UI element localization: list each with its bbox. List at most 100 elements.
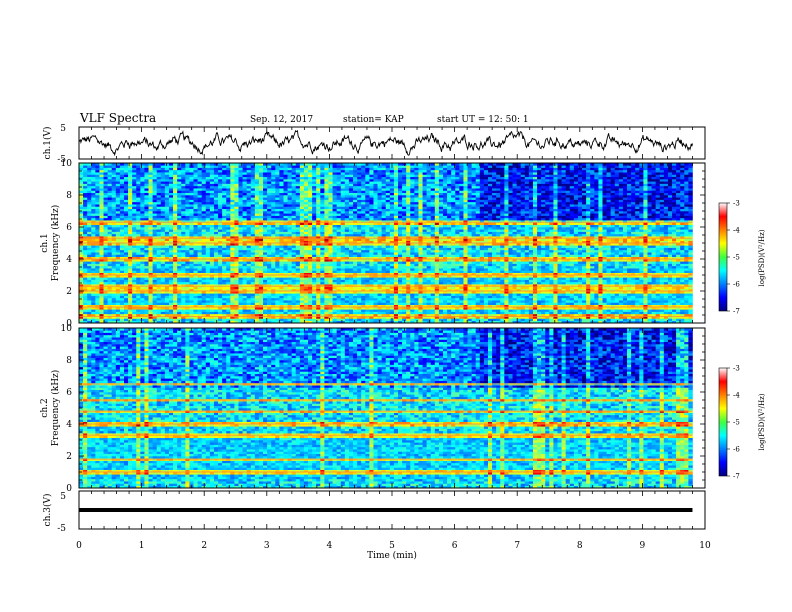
spectrogram-cell bbox=[226, 266, 230, 269]
spectrogram-cell bbox=[140, 202, 144, 205]
spectrogram-cell bbox=[275, 296, 279, 299]
spectrogram-cell bbox=[153, 181, 157, 184]
spectrogram-cell bbox=[83, 200, 87, 203]
spectrogram-cell bbox=[149, 229, 153, 232]
spectrogram-cell bbox=[112, 174, 116, 177]
spectrogram-cell bbox=[283, 181, 287, 184]
spectrogram-cell bbox=[165, 268, 169, 271]
spectrogram-cell bbox=[271, 286, 275, 289]
spectrogram-cell bbox=[165, 227, 169, 230]
spectrogram-cell bbox=[136, 302, 140, 305]
spectrogram-cell bbox=[271, 302, 275, 305]
spectrogram-cell bbox=[112, 248, 116, 251]
spectrogram-cell bbox=[300, 222, 304, 225]
spectrogram-cell bbox=[83, 296, 87, 299]
spectrogram-cell bbox=[288, 165, 292, 168]
spectrogram-cell bbox=[149, 261, 153, 264]
spectrogram-cell bbox=[124, 206, 128, 209]
spectrogram-cell bbox=[95, 229, 99, 232]
spectrogram-cell bbox=[275, 248, 279, 251]
spectrogram-cell bbox=[194, 177, 198, 180]
spectrogram-cell bbox=[210, 298, 214, 301]
spectrogram-cell bbox=[87, 225, 91, 228]
spectrogram-cell bbox=[120, 254, 124, 257]
spectrogram-cell bbox=[87, 300, 91, 303]
spectrogram-cell bbox=[189, 248, 193, 251]
spectrogram-cell bbox=[218, 216, 222, 219]
spectrogram-cell bbox=[112, 296, 116, 299]
spectrogram-cell bbox=[161, 209, 165, 212]
spectrogram-cell bbox=[189, 202, 193, 205]
spectrogram-cell bbox=[132, 254, 136, 257]
spectrogram-cell bbox=[296, 277, 300, 280]
spectrogram-cell bbox=[144, 181, 148, 184]
spectrogram-cell bbox=[99, 234, 103, 237]
spectrogram-cell bbox=[283, 282, 287, 285]
spectrogram-cell bbox=[271, 250, 275, 253]
spectrogram-cell bbox=[112, 282, 116, 285]
spectrogram-cell bbox=[108, 168, 112, 171]
spectrogram-cell bbox=[214, 225, 218, 228]
spectrogram-cell bbox=[128, 238, 132, 241]
spectrogram-cell bbox=[177, 213, 181, 216]
spectrogram-cell bbox=[99, 195, 103, 198]
spectrogram-cell bbox=[198, 277, 202, 280]
spectrogram-cell bbox=[300, 193, 304, 196]
spectrogram-cell bbox=[300, 184, 304, 187]
spectrogram-cell bbox=[157, 309, 161, 312]
spectrogram-cell bbox=[128, 232, 132, 235]
spectrogram-cell bbox=[181, 177, 185, 180]
spectrogram-cell bbox=[181, 204, 185, 207]
spectrogram-cell bbox=[87, 168, 91, 171]
spectrogram-cell bbox=[226, 314, 230, 317]
spectrogram-cell bbox=[283, 211, 287, 214]
spectrogram-cell bbox=[271, 266, 275, 269]
spectrogram-cell bbox=[87, 309, 91, 312]
spectrogram-cell bbox=[108, 266, 112, 269]
spectrogram-cell bbox=[87, 229, 91, 232]
spectrogram-cell bbox=[275, 216, 279, 219]
spectrogram-cell bbox=[116, 218, 120, 221]
spectrogram-cell bbox=[251, 204, 255, 207]
spectrogram-cell bbox=[234, 216, 238, 219]
spectrogram-cell bbox=[185, 300, 189, 303]
spectrogram-cell bbox=[95, 280, 99, 283]
spectrogram-cell bbox=[161, 245, 165, 248]
spectrogram-cell bbox=[218, 314, 222, 317]
spectrogram-cell bbox=[263, 277, 267, 280]
spectrogram-cell bbox=[185, 184, 189, 187]
spectrogram-cell bbox=[124, 245, 128, 248]
spectrogram-cell bbox=[275, 225, 279, 228]
spectrogram-cell bbox=[226, 165, 230, 168]
spectrogram-cell bbox=[116, 250, 120, 253]
spectrogram-cell bbox=[251, 261, 255, 264]
spectrogram-cell bbox=[198, 225, 202, 228]
spectrogram-cell bbox=[149, 270, 153, 273]
spectrogram-cell bbox=[181, 261, 185, 264]
spectrogram-cell bbox=[247, 222, 251, 225]
spectrogram-cell bbox=[169, 204, 173, 207]
spectrogram-cell bbox=[292, 222, 296, 225]
spectrogram-cell bbox=[132, 172, 136, 175]
spectrogram-cell bbox=[136, 195, 140, 198]
spectrogram-cell bbox=[251, 206, 255, 209]
spectrogram-cell bbox=[83, 293, 87, 296]
spectrogram-cell bbox=[169, 245, 173, 248]
spectrogram-cell bbox=[263, 238, 267, 241]
spectrogram-cell bbox=[91, 213, 95, 216]
spectrogram-cell bbox=[95, 286, 99, 289]
spectrogram-cell bbox=[267, 302, 271, 305]
spectrogram-cell bbox=[214, 280, 218, 283]
spectrogram-cell bbox=[108, 270, 112, 273]
spectrogram-cell bbox=[185, 222, 189, 225]
spectrogram-cell bbox=[185, 314, 189, 317]
spectrogram-cell bbox=[214, 188, 218, 191]
spectrogram-cell bbox=[214, 248, 218, 251]
spectrogram-cell bbox=[140, 293, 144, 296]
spectrogram-cell bbox=[296, 293, 300, 296]
spectrogram-cell bbox=[161, 184, 165, 187]
spectrogram-cell bbox=[279, 238, 283, 241]
spectrogram-cell bbox=[169, 216, 173, 219]
spectrogram-cell bbox=[194, 195, 198, 198]
spectrogram-cell bbox=[140, 186, 144, 189]
